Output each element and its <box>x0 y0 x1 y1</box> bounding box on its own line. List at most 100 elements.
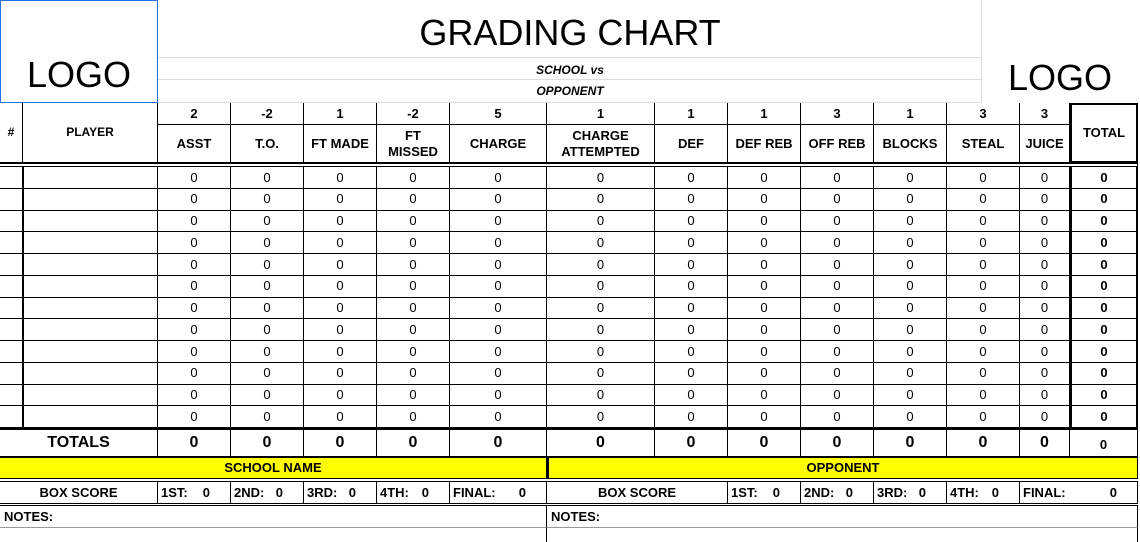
row-total: 0 <box>1070 275 1138 298</box>
stat-value-text: 0 <box>906 169 914 185</box>
stat-value-text: 0 <box>263 387 271 403</box>
row-number <box>0 362 23 385</box>
stat-value-text: 0 <box>833 234 841 250</box>
stat-value-text: 0 <box>336 169 344 185</box>
stat-value: 0 <box>1020 167 1070 189</box>
box-score-label: BOX SCORE <box>0 481 158 504</box>
stat-value-text: 0 <box>906 387 914 403</box>
quarter-label: 1ST: <box>161 484 188 500</box>
stat-value-text: 0 <box>1040 408 1049 424</box>
stat-value: 0 <box>231 188 304 211</box>
quarter-value: 0 <box>348 484 356 500</box>
stat-value-text: 0 <box>409 408 417 424</box>
player-name <box>23 275 158 298</box>
stat-value: 0 <box>377 384 450 407</box>
stat-value-text: 0 <box>596 191 605 207</box>
player-name <box>23 188 158 211</box>
stat-value: 0 <box>655 275 728 298</box>
stat-value-text: 0 <box>494 191 502 207</box>
row-number <box>0 254 23 276</box>
totals-label-text: TOTALS <box>47 434 110 452</box>
box-score-label-text: BOX SCORE <box>39 484 118 500</box>
team-name: OPPONENT <box>547 457 1138 479</box>
stat-weight: 3 <box>801 103 874 125</box>
stat-value: 0 <box>801 210 874 233</box>
stat-value-text: 0 <box>596 387 605 403</box>
stat-value-text: 0 <box>979 321 987 337</box>
team-name-text: OPPONENT <box>806 460 880 476</box>
row-number <box>0 167 23 189</box>
stat-value-text: 0 <box>979 234 987 250</box>
stat-value-text: 0 <box>409 387 417 403</box>
stat-value-text: 0 <box>409 343 417 359</box>
stat-value-text: 0 <box>1040 256 1049 272</box>
subtitle: OPPONENT <box>536 84 604 98</box>
stat-value: 0 <box>547 254 655 276</box>
stat-value-text: 0 <box>494 321 502 337</box>
notes-text: NOTES: <box>4 508 54 524</box>
stat-value: 0 <box>874 232 947 254</box>
header-grid <box>158 80 982 103</box>
row-total-text: 0 <box>1100 321 1108 337</box>
stat-value: 0 <box>728 406 801 428</box>
stat-value-text: 0 <box>760 343 768 359</box>
column-header-text: TOTAL <box>1082 125 1126 141</box>
stat-value-text: 0 <box>687 300 695 316</box>
stat-value-text: 0 <box>596 321 605 337</box>
stat-value: 0 <box>728 275 801 298</box>
stat-value: 0 <box>304 319 377 341</box>
stat-value: 0 <box>655 319 728 341</box>
stat-value: 0 <box>231 210 304 233</box>
box-score-label-text: BOX SCORE <box>597 484 676 500</box>
stat-value-text: 0 <box>906 321 914 337</box>
stat-name: JUICE <box>1020 125 1070 163</box>
stat-value-text: 0 <box>760 365 768 381</box>
row-number <box>0 188 23 211</box>
stat-weight: 1 <box>304 103 377 125</box>
stat-value: 0 <box>377 319 450 341</box>
stat-value-text: 0 <box>336 256 344 272</box>
stat-value: 0 <box>450 275 547 298</box>
quarter-value: 0 <box>275 484 283 500</box>
stat-value: 0 <box>450 167 547 189</box>
stat-value: 0 <box>158 275 231 298</box>
stat-weight: 1 <box>728 103 801 125</box>
stat-weight-text: 1 <box>336 105 344 121</box>
stat-value-text: 0 <box>906 213 914 229</box>
stat-name: BLOCKS <box>874 125 947 163</box>
stat-value-text: 0 <box>494 408 502 424</box>
stat-weight: -2 <box>377 103 450 125</box>
stat-value: 0 <box>874 319 947 341</box>
stat-weight-text: 2 <box>190 105 198 121</box>
stat-value: 0 <box>1020 384 1070 407</box>
quarter-label: 2ND: <box>804 484 835 500</box>
quarter-value: 0 <box>991 484 999 500</box>
totals-value: 0 <box>377 428 450 457</box>
stat-value: 0 <box>947 275 1020 298</box>
notes: NOTES: <box>547 505 1138 528</box>
stat-value-text: 0 <box>263 278 271 294</box>
row-total-text: 0 <box>1100 365 1108 381</box>
stat-value-text: 0 <box>336 300 344 316</box>
stat-name: FT MISSED <box>377 125 450 163</box>
stat-value-text: 0 <box>263 300 271 316</box>
quarter-cell: 3RD: 0 <box>874 481 947 504</box>
stat-value-text: 0 <box>494 365 502 381</box>
stat-value-text: 0 <box>906 365 914 381</box>
stat-value: 0 <box>304 406 377 428</box>
stat-value: 0 <box>801 384 874 407</box>
row-total-text: 0 <box>1100 213 1108 229</box>
stat-value-text: 0 <box>687 365 695 381</box>
totals-value: 0 <box>158 428 231 457</box>
column-header: # <box>0 103 23 163</box>
stat-value-text: 0 <box>906 300 914 316</box>
stat-value-text: 0 <box>833 365 841 381</box>
stat-value-text: 0 <box>190 343 198 359</box>
stat-value-text: 0 <box>979 343 987 359</box>
stat-value: 0 <box>728 254 801 276</box>
stat-value-text: 0 <box>336 387 344 403</box>
row-number <box>0 319 23 341</box>
stat-weight: 2 <box>158 103 231 125</box>
stat-value: 0 <box>801 341 874 363</box>
